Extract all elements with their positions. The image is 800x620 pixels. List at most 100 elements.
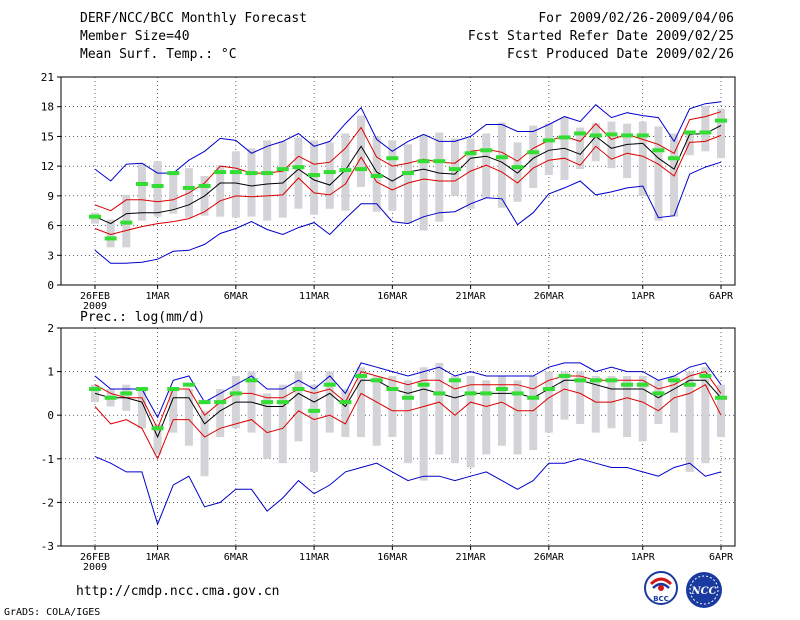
temp-ytick-label: 6 bbox=[47, 220, 54, 233]
prec-marker bbox=[276, 400, 289, 405]
temp-line-lower bbox=[94, 134, 722, 236]
temp-spread-box bbox=[435, 132, 444, 222]
temp-xtick-label: 6MAR bbox=[224, 291, 249, 302]
ncc-logo-text: NCC bbox=[690, 586, 716, 597]
prec-spread-box bbox=[404, 380, 412, 464]
prec-line-lower bbox=[94, 384, 722, 461]
prec-marker bbox=[120, 391, 133, 396]
prec-spread-box bbox=[419, 367, 428, 481]
temp-spread-box bbox=[576, 127, 585, 170]
temp-spread-box bbox=[513, 142, 522, 202]
prec-spread-box bbox=[497, 375, 506, 446]
prec-spread-box bbox=[263, 393, 272, 459]
prec-spread-box bbox=[310, 384, 319, 472]
prec-spread-box bbox=[623, 375, 632, 437]
temp-marker bbox=[511, 165, 524, 170]
forecast-period: For 2009/02/26-2009/04/06 bbox=[538, 11, 734, 26]
temp-marker bbox=[120, 220, 133, 225]
temp-spread-box bbox=[278, 141, 287, 218]
temp-spread-box bbox=[591, 123, 600, 162]
prec-marker bbox=[448, 378, 461, 383]
prec-spread-box bbox=[482, 380, 491, 455]
prec-xtick-label: 1MAR bbox=[146, 552, 171, 563]
prec-marker bbox=[89, 387, 101, 392]
ncc-logo: NCC bbox=[684, 570, 724, 610]
prec-marker bbox=[605, 378, 618, 383]
temp-marker bbox=[386, 156, 399, 161]
temp-spread-box bbox=[231, 151, 240, 218]
temp-spread-box bbox=[294, 137, 303, 209]
temp-marker bbox=[167, 171, 180, 176]
prec-spread-box bbox=[717, 384, 725, 437]
started-refer-date: Fcst Started Refer Date 2009/02/25 bbox=[467, 29, 734, 44]
temp-spread-box bbox=[169, 171, 178, 214]
temp-marker bbox=[480, 148, 493, 153]
prec-xtick-label: 11MAR bbox=[299, 552, 330, 563]
prec-marker bbox=[542, 387, 555, 392]
prec-spread-box bbox=[388, 375, 397, 437]
temp-spread-box bbox=[623, 123, 632, 179]
prec-marker bbox=[495, 387, 508, 392]
prec-marker bbox=[699, 373, 712, 378]
temp-marker bbox=[683, 130, 696, 135]
temp-spread-box bbox=[357, 115, 366, 187]
prec-marker bbox=[214, 400, 227, 405]
prec-line-min bbox=[94, 456, 722, 526]
temp-plot-frame bbox=[60, 76, 736, 286]
prec-xtick-year: 2009 bbox=[83, 562, 107, 573]
source-url: http://cmdp.ncc.cma.gov.cn bbox=[76, 584, 280, 599]
temp-spread-box bbox=[701, 105, 710, 152]
temp-xtick-label: 6APR bbox=[709, 291, 734, 302]
prec-marker bbox=[355, 373, 368, 378]
prec-marker bbox=[464, 391, 477, 396]
prec-spread-box bbox=[137, 389, 146, 429]
prec-ytick-label: 0 bbox=[47, 409, 54, 422]
temp-marker bbox=[245, 171, 258, 176]
member-size: Member Size=40 bbox=[80, 29, 190, 44]
prec-spread-box bbox=[372, 375, 381, 446]
prec-ytick-label: -1 bbox=[41, 453, 54, 466]
temp-spread-box bbox=[388, 140, 397, 211]
prec-marker bbox=[621, 382, 634, 387]
temp-marker bbox=[104, 236, 117, 241]
prec-marker bbox=[558, 373, 571, 378]
temp-ytick-label: 15 bbox=[41, 130, 54, 143]
temp-xtick-label: 16MAR bbox=[377, 291, 408, 302]
temp-spread-box bbox=[106, 219, 115, 248]
temp-marker bbox=[605, 132, 618, 137]
temp-marker bbox=[495, 155, 508, 160]
temp-ytick-label: 18 bbox=[41, 101, 54, 114]
temp-marker bbox=[668, 156, 681, 161]
temp-marker bbox=[135, 181, 148, 186]
prec-marker bbox=[527, 395, 540, 400]
temp-ytick-label: 21 bbox=[41, 71, 54, 84]
prec-marker bbox=[589, 378, 602, 383]
temp-ytick-label: 0 bbox=[47, 279, 54, 292]
prec-spread-box bbox=[544, 371, 553, 433]
temp-ytick-label: 9 bbox=[47, 190, 54, 203]
variable-label-prec: Prec.: log(mm/d) bbox=[80, 310, 206, 325]
prec-xtick-label: 26MAR bbox=[534, 552, 565, 563]
prec-marker bbox=[386, 387, 399, 392]
prec-marker bbox=[574, 378, 587, 383]
prec-marker bbox=[715, 395, 727, 400]
prec-xtick-label: 16MAR bbox=[377, 552, 408, 563]
prec-ytick-label: 2 bbox=[47, 322, 54, 335]
prec-marker bbox=[511, 391, 524, 396]
variable-label-temp: Mean Surf. Temp.: °C bbox=[80, 47, 237, 62]
prec-marker bbox=[370, 378, 383, 383]
prec-spread-box bbox=[216, 389, 225, 437]
produced-date: Fcst Produced Date 2009/02/26 bbox=[507, 47, 734, 62]
prec-ytick-label: 1 bbox=[47, 366, 54, 379]
temp-marker bbox=[652, 148, 665, 153]
prec-spread-box bbox=[278, 384, 287, 464]
temp-xtick-label: 11MAR bbox=[299, 291, 330, 302]
prec-ytick-label: -3 bbox=[41, 540, 54, 553]
prec-xtick-label: 21MAR bbox=[456, 552, 487, 563]
prec-marker bbox=[245, 378, 258, 383]
temp-marker bbox=[574, 131, 587, 136]
temp-xtick-year: 2009 bbox=[83, 301, 107, 312]
prec-marker bbox=[417, 382, 430, 387]
prec-spread-box bbox=[560, 371, 569, 420]
